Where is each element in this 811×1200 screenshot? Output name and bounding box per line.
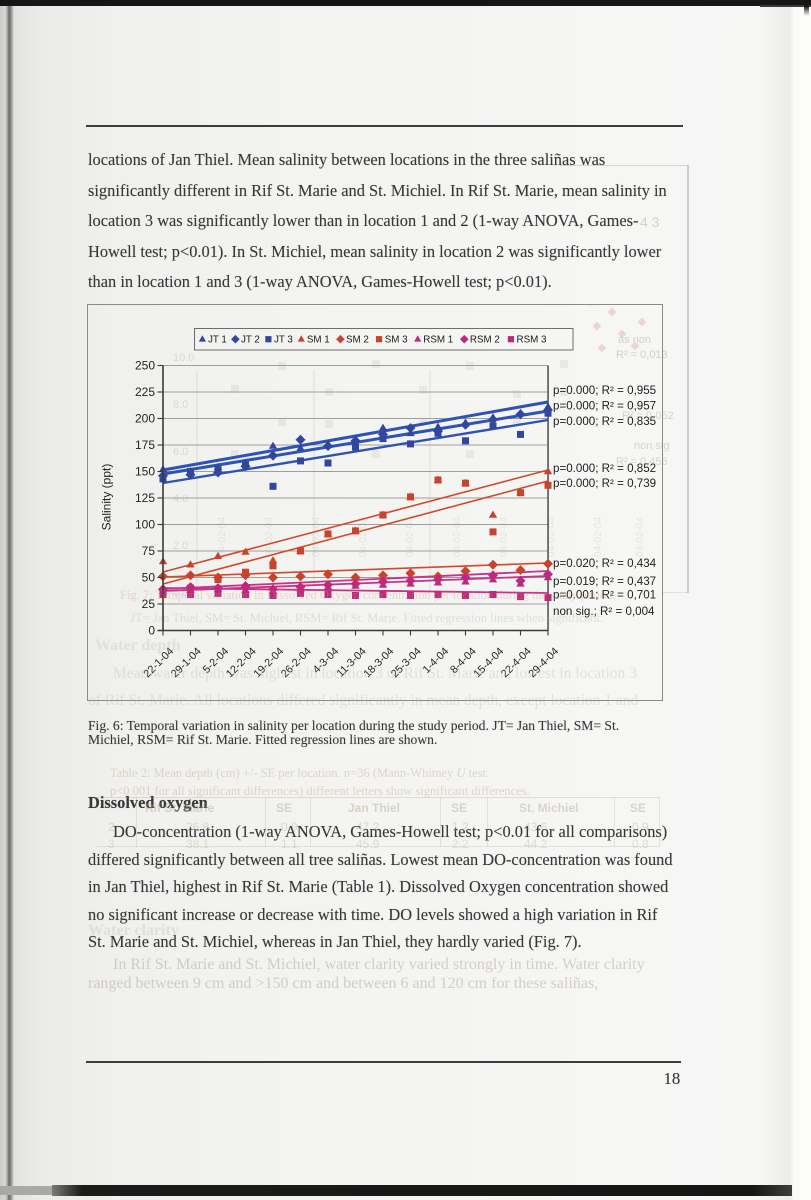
svg-text:non sig.; R² = 0,004: non sig.; R² = 0,004 [553,605,655,618]
svg-text:04-02-04: 04-02-04 [405,517,416,557]
svg-text:200: 200 [135,412,155,426]
svg-text:04-02-04: 04-02-04 [311,517,322,557]
svg-text:p=0.001; R² = 0,701: p=0.001; R² = 0,701 [553,589,656,602]
svg-text:04-02-04: 04-02-04 [593,517,604,557]
svg-text:2.0: 2.0 [173,540,188,552]
svg-text:JT 3: JT 3 [274,335,293,346]
svg-text:SM 2: SM 2 [346,335,369,346]
svg-text:250: 250 [135,359,155,373]
svg-text:p=0.000; R² = 0,957: p=0.000; R² = 0,957 [553,400,656,413]
svg-text:SM 3: SM 3 [385,335,408,346]
svg-text:4.0: 4.0 [173,493,188,505]
svg-text:RSM 1: RSM 1 [423,335,453,346]
svg-text:6.0: 6.0 [173,446,188,458]
svg-text:p=0.000; R² = 0,852: p=0.000; R² = 0,852 [553,462,656,475]
svg-text:04-02-04: 04-02-04 [546,517,557,557]
svg-text:p=0.000; R² = 0,835: p=0.000; R² = 0,835 [553,415,656,428]
svg-text:RSM 2: RSM 2 [470,335,500,346]
svg-text:04-02-04: 04-02-04 [264,517,275,557]
svg-text:p=0.000; R² = 0,955: p=0.000; R² = 0,955 [553,384,656,397]
svg-text:150: 150 [135,465,155,479]
svg-text:04-02-04: 04-02-04 [635,517,646,557]
svg-text:125: 125 [135,491,155,505]
svg-text:100: 100 [135,518,155,532]
svg-text:50: 50 [142,571,156,585]
svg-text:175: 175 [135,438,155,452]
svg-text:04-02-04: 04-02-04 [358,517,369,557]
svg-text:0: 0 [148,624,155,638]
svg-text:25: 25 [142,597,156,611]
svg-text:JT 1: JT 1 [208,335,227,346]
svg-text:SM 1: SM 1 [307,335,330,346]
svg-text:225: 225 [135,385,155,399]
svg-text:8.0: 8.0 [173,399,188,411]
svg-text:p=0.000; R² = 0,739: p=0.000; R² = 0,739 [553,477,656,490]
svg-text:10.0: 10.0 [173,352,194,364]
svg-text:04-02-04: 04-02-04 [217,517,228,557]
svg-text:JT 2: JT 2 [241,335,260,346]
svg-text:p=0.019; R² = 0,437: p=0.019; R² = 0,437 [553,575,656,588]
svg-text:p=0.020; R² = 0,434: p=0.020; R² = 0,434 [553,557,657,570]
svg-text:75: 75 [142,544,156,558]
svg-text:RSM 3: RSM 3 [517,335,547,346]
svg-text:04-02-04: 04-02-04 [499,517,510,557]
svg-text:Salinity (ppt): Salinity (ppt) [100,464,114,531]
svg-text:04-02-04: 04-02-04 [452,517,463,557]
